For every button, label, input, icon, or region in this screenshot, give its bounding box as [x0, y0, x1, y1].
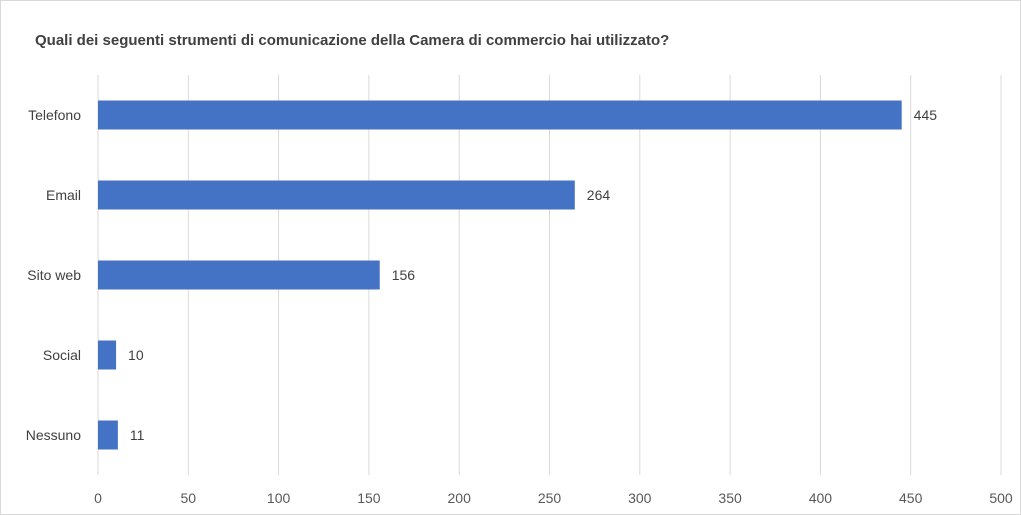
data-label-nessuno: 11 [130, 427, 145, 443]
x-tick-label-400: 400 [809, 490, 833, 506]
data-label-social: 10 [128, 347, 144, 363]
data-label-sito-web: 156 [392, 267, 416, 283]
x-tick-label-50: 50 [181, 490, 197, 506]
x-tick-label-200: 200 [448, 490, 472, 506]
x-tick-label-300: 300 [628, 490, 652, 506]
bar-email [98, 180, 575, 210]
category-label-nessuno: Nessuno [26, 427, 81, 443]
data-label-email: 264 [587, 187, 611, 203]
category-label-telefono: Telefono [28, 107, 81, 123]
x-tick-label-350: 350 [718, 490, 742, 506]
x-tick-label-250: 250 [538, 490, 562, 506]
x-tick-label-100: 100 [267, 490, 291, 506]
bar-sito-web [98, 260, 380, 290]
gridlines [97, 75, 1002, 475]
data-label-telefono: 445 [914, 107, 938, 123]
bar-social [98, 340, 117, 370]
category-label-sito-web: Sito web [27, 267, 81, 283]
category-label-social: Social [43, 347, 81, 363]
chart-title: Quali dei seguenti strumenti di comunica… [35, 32, 670, 49]
x-tick-label-450: 450 [899, 490, 923, 506]
x-tick-label-0: 0 [94, 490, 102, 506]
x-tick-label-500: 500 [989, 490, 1013, 506]
category-label-email: Email [46, 187, 81, 203]
bar-nessuno [98, 420, 118, 450]
bars [98, 100, 902, 450]
bar-telefono [98, 100, 902, 130]
x-tick-label-150: 150 [357, 490, 381, 506]
labels: 0 50 100 150 200 250 300 350 400 450 500 Telefono 44… [26, 107, 1013, 506]
